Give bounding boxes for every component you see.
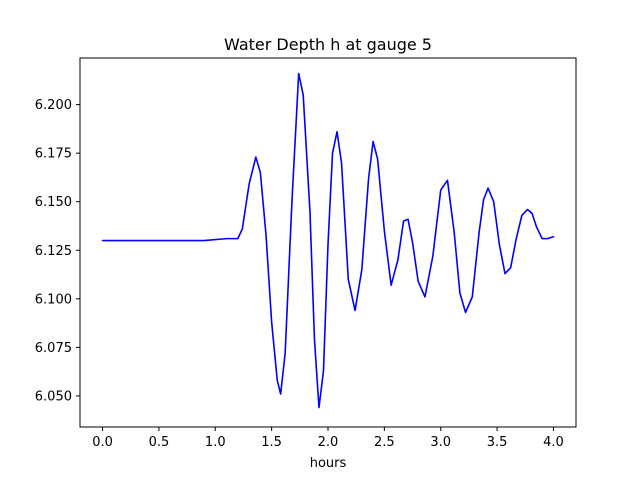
y-tick-label: 6.125 — [35, 244, 72, 259]
x-axis-ticks: 0.0 0.5 1.0 1.5 2.0 2.5 3.0 3.5 4.0 — [92, 427, 564, 450]
x-tick-label: 2.5 — [374, 435, 395, 450]
y-tick-label: 6.100 — [35, 292, 72, 307]
x-tick-label: 3.5 — [487, 435, 508, 450]
y-tick-label: 6.075 — [35, 341, 72, 356]
x-tick-label: 1.0 — [205, 435, 226, 450]
y-tick-label: 6.150 — [35, 195, 72, 210]
y-axis-ticks: 6.050 6.075 6.100 6.125 6.150 6.175 6.200 — [35, 98, 80, 404]
x-tick-label: 3.0 — [430, 435, 451, 450]
x-tick-label: 0.5 — [149, 435, 170, 450]
y-tick-label: 6.175 — [35, 147, 72, 162]
x-tick-label: 1.5 — [261, 435, 282, 450]
x-axis-label: hours — [310, 456, 347, 471]
x-tick-label: 0.0 — [92, 435, 113, 450]
series-line-0 — [101, 72, 555, 409]
x-tick-label: 4.0 — [543, 435, 564, 450]
series-layer — [101, 72, 555, 409]
x-tick-label: 2.0 — [318, 435, 339, 450]
y-tick-label: 6.200 — [35, 98, 72, 113]
chart-title: Water Depth h at gauge 5 — [224, 35, 432, 54]
y-tick-label: 6.050 — [35, 389, 72, 404]
